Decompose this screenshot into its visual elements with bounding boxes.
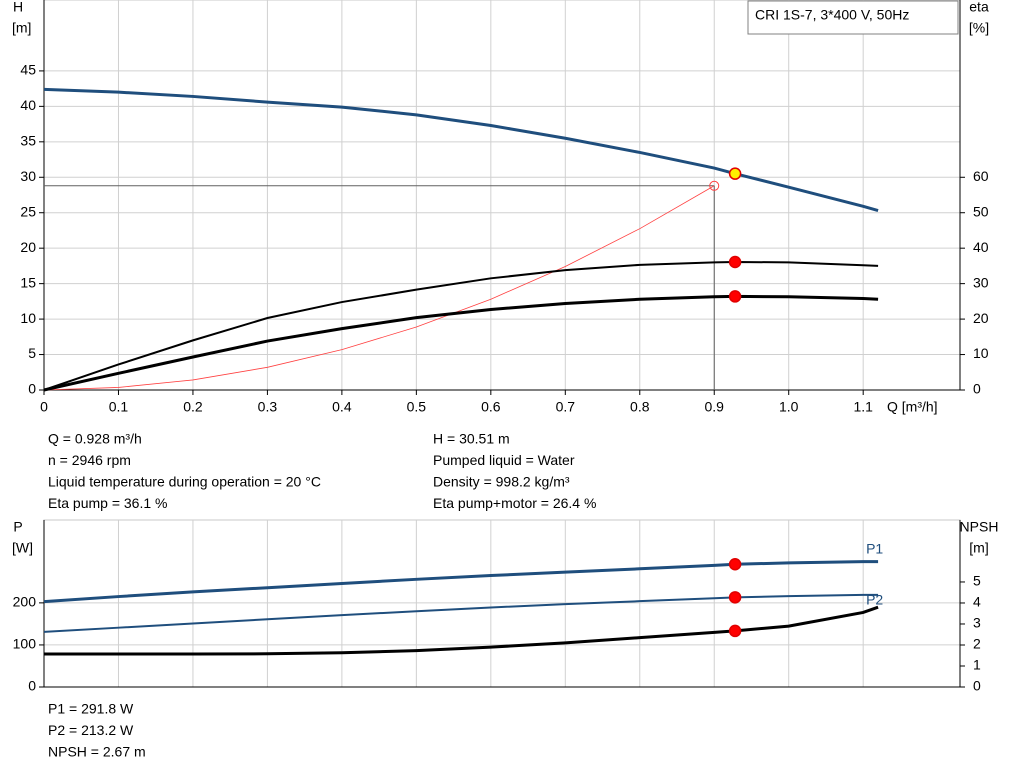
curve [43, 593, 879, 633]
y-tick-label: 40 [20, 97, 36, 113]
x-tick-label: 0.4 [332, 399, 352, 415]
duty-point [728, 255, 742, 269]
y-axis-label: P [13, 519, 22, 535]
annotation: CRI 1S-7, 3*400 V, 50Hz [755, 7, 909, 23]
curve [43, 560, 879, 604]
duty-point [728, 624, 742, 638]
y-axis-label: [W] [12, 540, 33, 556]
readout: Pumped liquid = Water [433, 452, 575, 468]
x-tick-label: 0.1 [109, 399, 129, 415]
y-tick-label: 25 [20, 203, 36, 219]
y-tick-label: 0 [28, 381, 36, 397]
y2-tick-label: 1 [973, 657, 981, 673]
x-tick-label: 0.5 [407, 399, 427, 415]
y2-tick-label: 2 [973, 636, 981, 652]
plot-area [43, 519, 961, 688]
y-tick-label: 200 [13, 594, 37, 610]
readout: H = 30.51 m [433, 431, 510, 447]
plot-area [43, 0, 961, 391]
y2-tick-label: 30 [973, 274, 989, 290]
annotation-box [747, 0, 959, 35]
y-tick-label: 20 [20, 239, 36, 255]
curve [43, 261, 879, 391]
x-tick-label: 1.0 [779, 399, 799, 415]
readout: Eta pump = 36.1 % [48, 495, 167, 511]
curve [43, 87, 879, 213]
y2-axis-label: [%] [969, 20, 989, 36]
x-tick-label: 0.2 [183, 399, 203, 415]
y2-axis-label: NPSH [960, 519, 999, 535]
readout: Q = 0.928 m³/h [48, 431, 142, 447]
x-tick-label: 0 [40, 399, 48, 415]
y2-axis-label: eta [969, 0, 989, 15]
y2-tick-label: 4 [973, 594, 981, 610]
y2-tick-label: 20 [973, 310, 989, 326]
x-tick-label: 0.8 [630, 399, 650, 415]
duty-point [728, 167, 742, 180]
x-tick-label: 0.9 [705, 399, 725, 415]
curve-label: P2 [866, 592, 883, 608]
y-tick-label: 30 [20, 168, 36, 184]
system-point [709, 180, 720, 191]
y-axis-label: H [13, 0, 23, 15]
y-tick-label: 100 [13, 636, 37, 652]
y-tick-label: 45 [20, 62, 36, 78]
duty-point [728, 290, 742, 303]
x-tick-label: 1.1 [853, 399, 873, 415]
duty-point [728, 558, 742, 571]
y2-tick-label: 60 [973, 168, 989, 184]
y-tick-label: 0 [28, 678, 36, 694]
readout: Eta pump+motor = 26.4 % [433, 495, 596, 511]
y2-tick-label: 3 [973, 615, 981, 631]
y2-tick-label: 40 [973, 239, 989, 255]
y-tick-label: 5 [28, 345, 36, 361]
curve [43, 294, 879, 392]
y2-tick-label: 5 [973, 573, 981, 589]
y2-axis-label: [m] [969, 540, 988, 556]
y2-tick-label: 50 [973, 203, 989, 219]
x-tick-label: 0.7 [556, 399, 576, 415]
readout: P2 = 213.2 W [48, 722, 134, 738]
y-tick-label: 10 [20, 310, 36, 326]
x-tick-label: 0.6 [481, 399, 501, 415]
duty-point [728, 591, 742, 604]
y-tick-label: 35 [20, 133, 36, 149]
readout: P1 = 291.8 W [48, 701, 134, 717]
readout: NPSH = 2.67 m [48, 744, 146, 760]
y2-tick-label: 0 [973, 678, 981, 694]
system-curve [43, 185, 715, 391]
y2-tick-label: 10 [973, 345, 989, 361]
y2-tick-label: 0 [973, 381, 981, 397]
curve-label: P1 [866, 540, 883, 556]
readout: n = 2946 rpm [48, 452, 131, 468]
curve [44, 605, 879, 656]
y-axis-label: [m] [12, 20, 31, 36]
x-axis-label: Q [m³/h] [887, 399, 938, 415]
x-tick-label: 0.3 [258, 399, 278, 415]
y-tick-label: 15 [20, 274, 36, 290]
readout: Density = 998.2 kg/m³ [433, 474, 570, 490]
readout: Liquid temperature during operation = 20… [48, 474, 321, 490]
